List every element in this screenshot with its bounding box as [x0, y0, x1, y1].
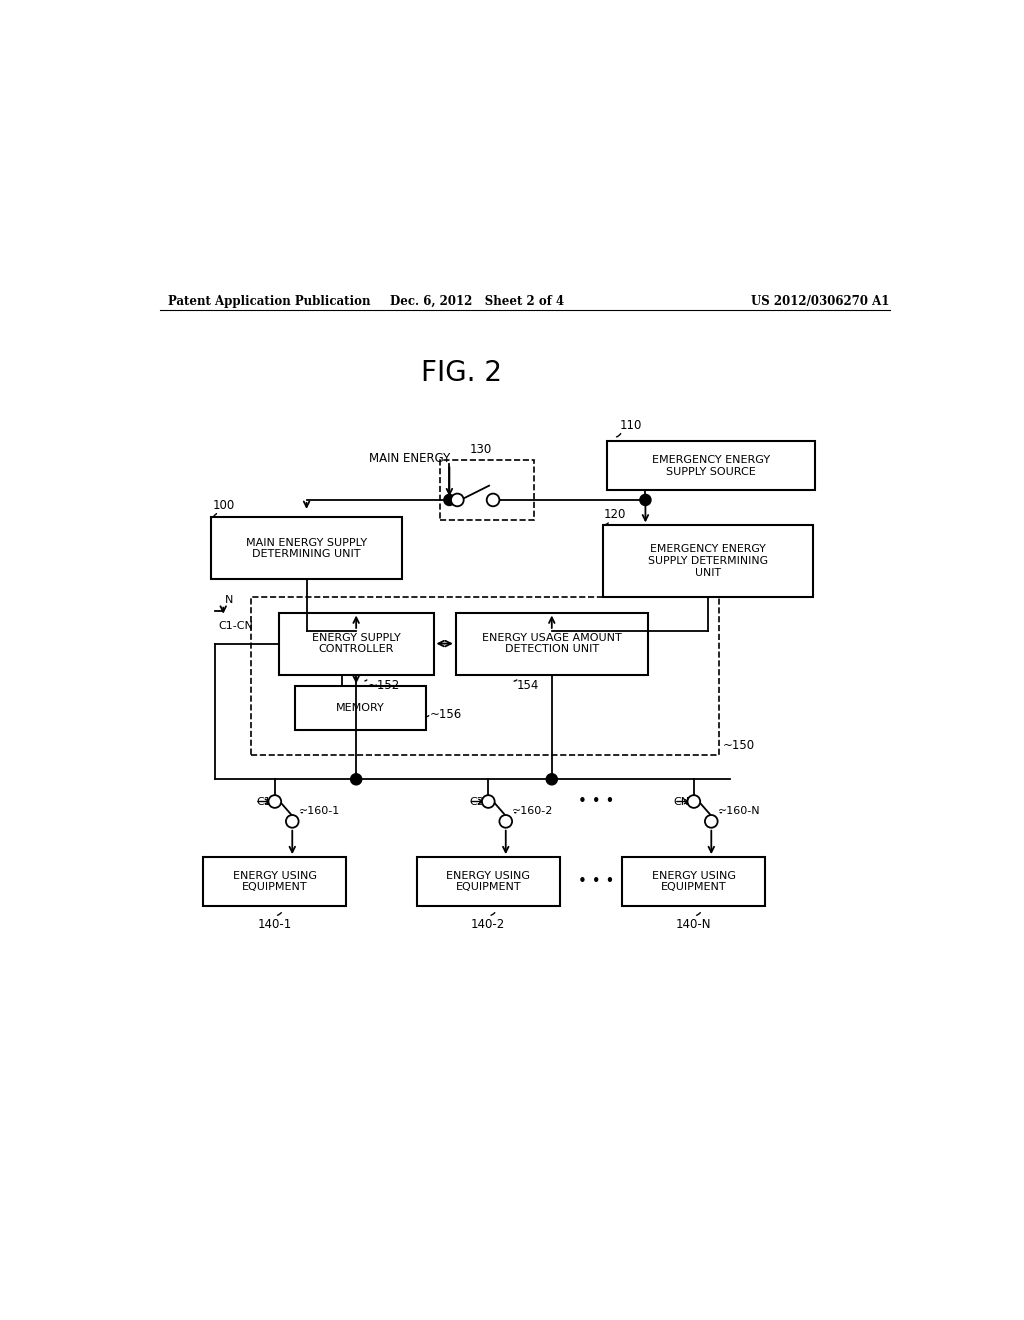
Bar [623, 857, 765, 907]
Bar [279, 612, 433, 675]
Text: 140-1: 140-1 [258, 919, 292, 931]
Text: C2: C2 [469, 796, 484, 807]
Text: FIG. 2: FIG. 2 [421, 359, 502, 387]
Circle shape [286, 814, 299, 828]
Text: ~150: ~150 [723, 739, 756, 752]
Text: 140-N: 140-N [676, 919, 712, 931]
Text: MEMORY: MEMORY [336, 704, 384, 713]
Text: 154: 154 [517, 680, 540, 692]
Text: ~152: ~152 [368, 680, 400, 692]
Text: EMERGENCY ENERGY
SUPPLY DETERMINING
UNIT: EMERGENCY ENERGY SUPPLY DETERMINING UNIT [648, 544, 768, 578]
Text: 100: 100 [213, 499, 236, 512]
Circle shape [500, 814, 512, 828]
Text: • • •: • • • [578, 874, 614, 890]
Text: C1: C1 [256, 796, 270, 807]
Text: ENERGY USING
EQUIPMENT: ENERGY USING EQUIPMENT [652, 871, 736, 892]
Bar [211, 517, 401, 579]
Text: C1-CN: C1-CN [218, 620, 253, 631]
Circle shape [640, 495, 651, 506]
Circle shape [486, 494, 500, 507]
Circle shape [705, 814, 718, 828]
Text: ENERGY USING
EQUIPMENT: ENERGY USING EQUIPMENT [232, 871, 316, 892]
Text: N: N [225, 595, 233, 605]
Circle shape [268, 795, 282, 808]
Text: ENERGY SUPPLY
CONTROLLER: ENERGY SUPPLY CONTROLLER [311, 632, 400, 655]
Circle shape [443, 495, 455, 506]
Text: ~160-1: ~160-1 [299, 807, 340, 817]
Text: 130: 130 [469, 442, 492, 455]
Circle shape [546, 774, 557, 785]
Text: • • •: • • • [578, 795, 614, 809]
Text: ~156: ~156 [430, 708, 462, 721]
Text: MAIN ENERGY: MAIN ENERGY [369, 453, 451, 465]
Bar [251, 597, 719, 755]
Bar [417, 857, 560, 907]
Circle shape [451, 494, 464, 507]
Text: 140-2: 140-2 [471, 919, 506, 931]
Circle shape [350, 774, 361, 785]
Text: EMERGENCY ENERGY
SUPPLY SOURCE: EMERGENCY ENERGY SUPPLY SOURCE [652, 455, 770, 477]
Bar [204, 857, 346, 907]
Bar [456, 612, 648, 675]
Circle shape [687, 795, 700, 808]
Bar [606, 441, 815, 491]
Text: Patent Application Publication: Patent Application Publication [168, 296, 371, 308]
Bar [440, 461, 534, 520]
Text: ENERGY USAGE AMOUNT
DETECTION UNIT: ENERGY USAGE AMOUNT DETECTION UNIT [482, 632, 622, 655]
Bar [602, 525, 813, 597]
Text: ~160-2: ~160-2 [512, 807, 554, 817]
Text: ~160-N: ~160-N [718, 807, 760, 817]
Text: 120: 120 [604, 508, 627, 521]
Text: 110: 110 [620, 418, 642, 432]
Bar [295, 686, 426, 730]
Text: ENERGY USING
EQUIPMENT: ENERGY USING EQUIPMENT [446, 871, 530, 892]
Text: MAIN ENERGY SUPPLY
DETERMINING UNIT: MAIN ENERGY SUPPLY DETERMINING UNIT [246, 537, 368, 560]
Text: US 2012/0306270 A1: US 2012/0306270 A1 [752, 296, 890, 308]
Text: Dec. 6, 2012   Sheet 2 of 4: Dec. 6, 2012 Sheet 2 of 4 [390, 296, 564, 308]
Circle shape [482, 795, 495, 808]
Text: CN: CN [674, 796, 690, 807]
